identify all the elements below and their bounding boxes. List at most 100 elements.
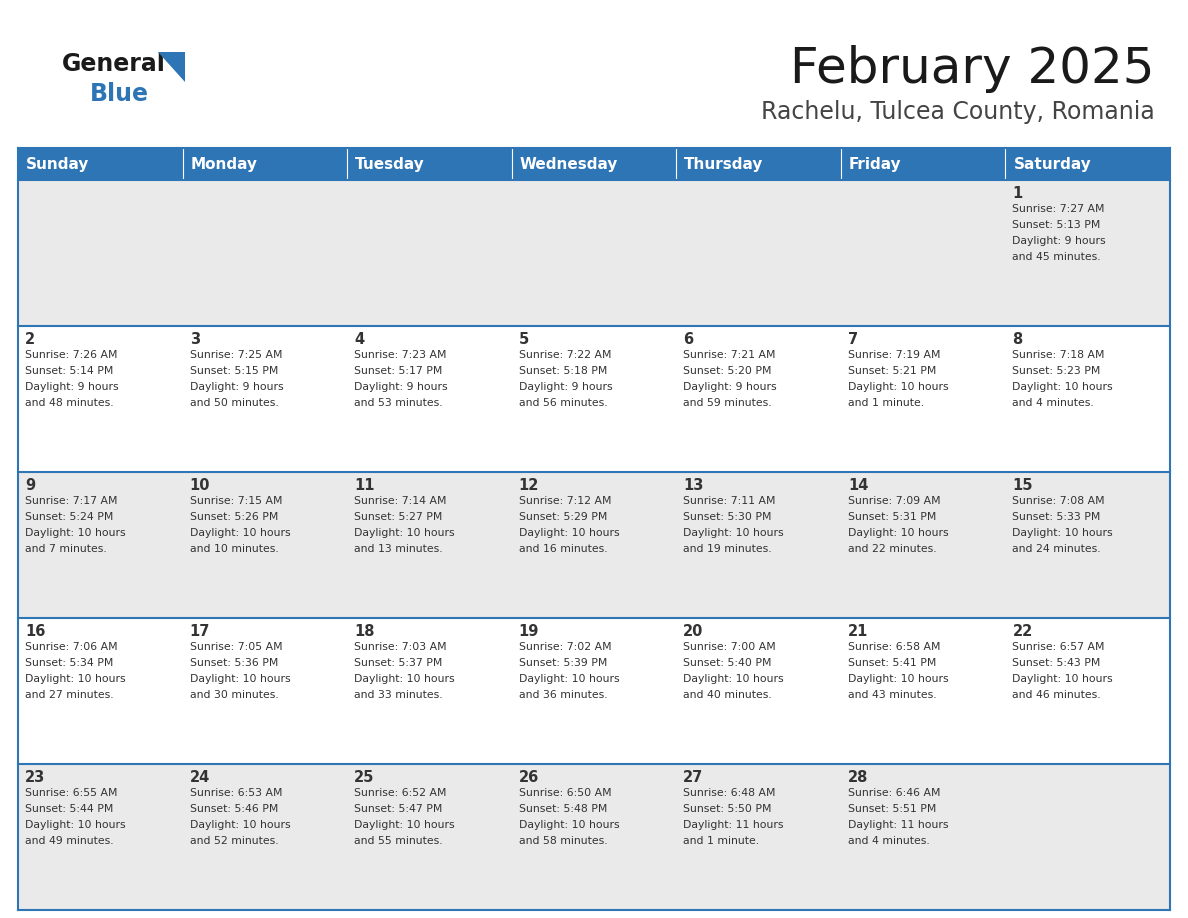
Bar [512,618,676,764]
Text: Sunrise: 7:06 AM: Sunrise: 7:06 AM [25,642,118,652]
Text: 15: 15 [1012,478,1032,493]
Text: and 1 minute.: and 1 minute. [848,398,924,408]
Text: Sunset: 5:13 PM: Sunset: 5:13 PM [1012,220,1101,230]
Text: Tuesday: Tuesday [355,156,425,172]
Text: Daylight: 10 hours: Daylight: 10 hours [190,528,290,538]
Text: Daylight: 10 hours: Daylight: 10 hours [25,820,126,830]
Text: 3: 3 [190,332,200,347]
Text: Monday: Monday [190,156,258,172]
Bar [676,618,841,764]
Text: 24: 24 [190,770,210,785]
Text: Sunset: 5:44 PM: Sunset: 5:44 PM [25,804,113,814]
Text: Daylight: 10 hours: Daylight: 10 hours [519,820,619,830]
Bar [676,180,841,326]
Text: Sunrise: 7:22 AM: Sunrise: 7:22 AM [519,350,611,360]
Text: Sunrise: 7:12 AM: Sunrise: 7:12 AM [519,496,611,506]
Text: Sunset: 5:40 PM: Sunset: 5:40 PM [683,658,772,668]
Text: Friday: Friday [849,156,902,172]
Text: Sunrise: 7:14 AM: Sunrise: 7:14 AM [354,496,447,506]
Text: 7: 7 [848,332,858,347]
Text: Sunrise: 7:11 AM: Sunrise: 7:11 AM [683,496,776,506]
Bar [1005,618,1170,764]
Text: Wednesday: Wednesday [519,156,618,172]
Text: 14: 14 [848,478,868,493]
Bar [18,180,183,326]
Text: Sunset: 5:23 PM: Sunset: 5:23 PM [1012,366,1101,376]
Bar [183,180,347,326]
Text: Daylight: 10 hours: Daylight: 10 hours [25,674,126,684]
Text: Daylight: 10 hours: Daylight: 10 hours [1012,528,1113,538]
Polygon shape [158,52,185,82]
Text: Daylight: 10 hours: Daylight: 10 hours [848,382,948,392]
Bar [512,326,676,472]
Text: Sunrise: 7:25 AM: Sunrise: 7:25 AM [190,350,282,360]
Text: Sunset: 5:47 PM: Sunset: 5:47 PM [354,804,442,814]
Text: Sunset: 5:27 PM: Sunset: 5:27 PM [354,512,442,522]
Text: Rachelu, Tulcea County, Romania: Rachelu, Tulcea County, Romania [762,100,1155,124]
Text: and 10 minutes.: and 10 minutes. [190,544,278,554]
Bar [347,180,512,326]
Text: 22: 22 [1012,624,1032,639]
Bar [347,472,512,618]
Text: Sunrise: 7:05 AM: Sunrise: 7:05 AM [190,642,283,652]
Text: Sunset: 5:48 PM: Sunset: 5:48 PM [519,804,607,814]
Text: Sunrise: 6:53 AM: Sunrise: 6:53 AM [190,788,282,798]
Text: and 53 minutes.: and 53 minutes. [354,398,443,408]
Text: Sunset: 5:29 PM: Sunset: 5:29 PM [519,512,607,522]
Text: Daylight: 10 hours: Daylight: 10 hours [354,528,455,538]
Text: Sunset: 5:41 PM: Sunset: 5:41 PM [848,658,936,668]
Text: and 56 minutes.: and 56 minutes. [519,398,607,408]
Bar [183,764,347,910]
Text: and 4 minutes.: and 4 minutes. [848,836,929,846]
Text: 18: 18 [354,624,374,639]
Text: Saturday: Saturday [1013,156,1092,172]
Text: 10: 10 [190,478,210,493]
Text: and 16 minutes.: and 16 minutes. [519,544,607,554]
Text: 1: 1 [1012,186,1023,201]
Text: Daylight: 9 hours: Daylight: 9 hours [519,382,612,392]
Text: and 59 minutes.: and 59 minutes. [683,398,772,408]
Text: Sunset: 5:34 PM: Sunset: 5:34 PM [25,658,113,668]
Text: February 2025: February 2025 [790,45,1155,93]
Bar [183,148,347,180]
Text: Sunset: 5:36 PM: Sunset: 5:36 PM [190,658,278,668]
Bar [18,764,183,910]
Text: 25: 25 [354,770,374,785]
Text: 8: 8 [1012,332,1023,347]
Text: 28: 28 [848,770,868,785]
Bar [347,148,512,180]
Text: and 19 minutes.: and 19 minutes. [683,544,772,554]
Text: Sunrise: 7:23 AM: Sunrise: 7:23 AM [354,350,447,360]
Bar [676,472,841,618]
Text: Sunset: 5:14 PM: Sunset: 5:14 PM [25,366,113,376]
Text: Sunrise: 7:17 AM: Sunrise: 7:17 AM [25,496,118,506]
Bar [347,764,512,910]
Text: Sunset: 5:50 PM: Sunset: 5:50 PM [683,804,772,814]
Text: Sunrise: 6:52 AM: Sunrise: 6:52 AM [354,788,447,798]
Text: General: General [62,52,166,76]
Text: Daylight: 10 hours: Daylight: 10 hours [848,528,948,538]
Bar [18,148,183,180]
Text: and 36 minutes.: and 36 minutes. [519,690,607,700]
Text: 20: 20 [683,624,703,639]
Text: Sunrise: 7:26 AM: Sunrise: 7:26 AM [25,350,118,360]
Bar [512,472,676,618]
Text: and 50 minutes.: and 50 minutes. [190,398,278,408]
Text: and 22 minutes.: and 22 minutes. [848,544,936,554]
Text: Sunrise: 7:27 AM: Sunrise: 7:27 AM [1012,204,1105,214]
Text: Blue: Blue [90,82,148,106]
Text: 11: 11 [354,478,374,493]
Text: and 55 minutes.: and 55 minutes. [354,836,443,846]
Text: 16: 16 [25,624,45,639]
Text: 2: 2 [25,332,36,347]
Text: Sunrise: 7:21 AM: Sunrise: 7:21 AM [683,350,776,360]
Text: Daylight: 10 hours: Daylight: 10 hours [683,674,784,684]
Text: Sunrise: 6:58 AM: Sunrise: 6:58 AM [848,642,941,652]
Text: 12: 12 [519,478,539,493]
Text: Sunset: 5:15 PM: Sunset: 5:15 PM [190,366,278,376]
Text: 19: 19 [519,624,539,639]
Text: Sunset: 5:24 PM: Sunset: 5:24 PM [25,512,113,522]
Text: Sunrise: 7:18 AM: Sunrise: 7:18 AM [1012,350,1105,360]
Text: 27: 27 [683,770,703,785]
Text: and 46 minutes.: and 46 minutes. [1012,690,1101,700]
